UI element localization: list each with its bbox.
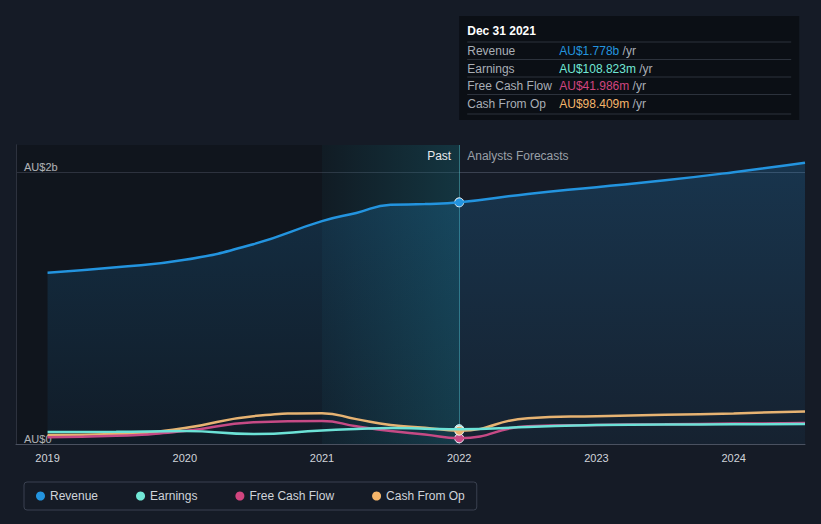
svg-text:2021: 2021 [310, 452, 334, 464]
svg-text:Earnings: Earnings [467, 62, 514, 76]
svg-text:Cash From Op: Cash From Op [386, 489, 465, 503]
svg-text:2020: 2020 [173, 452, 197, 464]
svg-text:Cash From Op: Cash From Op [467, 97, 546, 111]
svg-text:AU$98.409m: AU$98.409m [559, 97, 629, 111]
svg-text:/yr: /yr [619, 44, 636, 58]
svg-text:Free Cash Flow: Free Cash Flow [467, 79, 552, 93]
svg-text:AU$108.823m: AU$108.823m [559, 62, 636, 76]
svg-text:AU$1.778b: AU$1.778b [559, 44, 619, 58]
svg-text:Analysts Forecasts: Analysts Forecasts [467, 149, 568, 163]
svg-text:Revenue: Revenue [467, 44, 515, 58]
svg-text:Free Cash Flow: Free Cash Flow [249, 489, 334, 503]
svg-text:Past: Past [427, 149, 452, 163]
svg-text:Earnings: Earnings [150, 489, 197, 503]
svg-text:Dec 31 2021: Dec 31 2021 [467, 24, 536, 38]
svg-text:2023: 2023 [584, 452, 608, 464]
svg-text:2024: 2024 [721, 452, 745, 464]
svg-text:2019: 2019 [35, 452, 59, 464]
svg-text:/yr: /yr [629, 97, 646, 111]
svg-text:/yr: /yr [629, 79, 646, 93]
svg-text:2022: 2022 [447, 452, 471, 464]
svg-text:AU$41.986m: AU$41.986m [559, 79, 629, 93]
svg-text:Revenue: Revenue [50, 489, 98, 503]
svg-text:/yr: /yr [636, 62, 653, 76]
